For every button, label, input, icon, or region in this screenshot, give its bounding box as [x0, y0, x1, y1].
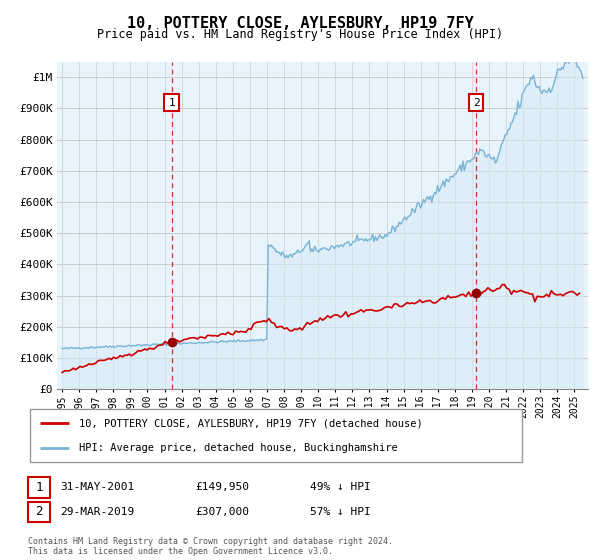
Text: Price paid vs. HM Land Registry's House Price Index (HPI): Price paid vs. HM Land Registry's House …: [97, 28, 503, 41]
Text: 2: 2: [473, 97, 479, 108]
Text: 10, POTTERY CLOSE, AYLESBURY, HP19 7FY: 10, POTTERY CLOSE, AYLESBURY, HP19 7FY: [127, 16, 473, 31]
Text: This data is licensed under the Open Government Licence v3.0.: This data is licensed under the Open Gov…: [28, 548, 333, 557]
Text: £307,000: £307,000: [195, 507, 249, 517]
Text: 10, POTTERY CLOSE, AYLESBURY, HP19 7FY (detached house): 10, POTTERY CLOSE, AYLESBURY, HP19 7FY (…: [79, 418, 423, 428]
Text: £149,950: £149,950: [195, 482, 249, 492]
Text: 29-MAR-2019: 29-MAR-2019: [60, 507, 134, 517]
Text: HPI: Average price, detached house, Buckinghamshire: HPI: Average price, detached house, Buck…: [79, 442, 398, 452]
Bar: [28, 477, 50, 497]
Text: 31-MAY-2001: 31-MAY-2001: [60, 482, 134, 492]
Bar: [28, 502, 50, 522]
Text: 49% ↓ HPI: 49% ↓ HPI: [310, 482, 371, 492]
Text: 57% ↓ HPI: 57% ↓ HPI: [310, 507, 371, 517]
Text: 2: 2: [35, 505, 43, 518]
Text: 1: 1: [169, 97, 175, 108]
Text: 1: 1: [35, 481, 43, 494]
Text: Contains HM Land Registry data © Crown copyright and database right 2024.: Contains HM Land Registry data © Crown c…: [28, 538, 393, 547]
